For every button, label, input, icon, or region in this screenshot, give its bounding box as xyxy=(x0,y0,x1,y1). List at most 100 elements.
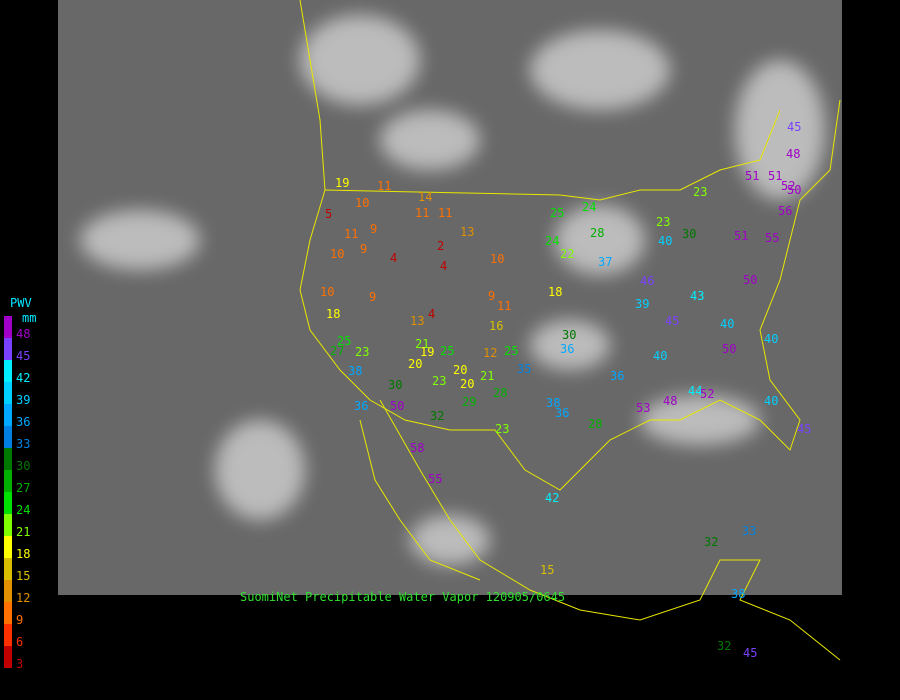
station-value: 9 xyxy=(369,290,376,304)
station-value: 33 xyxy=(742,524,756,538)
station-value: 50 xyxy=(722,342,736,356)
station-value: 36 xyxy=(354,399,368,413)
legend-swatch xyxy=(4,646,12,668)
station-value: 5 xyxy=(325,207,332,221)
station-value: 22 xyxy=(560,247,574,261)
legend-title: PWV xyxy=(10,296,32,310)
station-value: 23 xyxy=(432,374,446,388)
clouds xyxy=(80,15,825,565)
station-value: 38 xyxy=(348,364,362,378)
station-value: 56 xyxy=(778,204,792,218)
station-value: 50 xyxy=(743,273,757,287)
station-value: 44 xyxy=(688,384,702,398)
legend-label: 15 xyxy=(16,569,30,583)
station-value: 29 xyxy=(462,395,476,409)
station-value: 45 xyxy=(743,646,757,660)
legend-swatch xyxy=(4,338,12,360)
station-value: 9 xyxy=(360,242,367,256)
station-value: 46 xyxy=(640,274,654,288)
station-value: 50 xyxy=(390,399,404,413)
station-value: 23 xyxy=(355,345,369,359)
station-value: 38 xyxy=(731,587,745,601)
legend-label: 9 xyxy=(16,613,23,627)
station-value: 25 xyxy=(337,334,351,348)
station-value: 2 xyxy=(437,239,444,253)
legend: 48 45 42 39 36 33 30 27 24 21 18 15 12 9 6 3 xyxy=(4,316,30,671)
legend-label: 24 xyxy=(16,503,30,517)
station-value: 51 xyxy=(745,169,759,183)
station-value: 32 xyxy=(704,535,718,549)
station-value: 4 xyxy=(390,251,397,265)
legend-label: 33 xyxy=(16,437,30,451)
legend-label: 42 xyxy=(16,371,30,385)
station-value: 10 xyxy=(320,285,334,299)
station-value: 20 xyxy=(453,363,467,377)
station-value: 15 xyxy=(540,563,554,577)
station-value: 4 xyxy=(428,307,435,321)
legend-swatch xyxy=(4,624,12,646)
station-value: 11 xyxy=(415,206,429,220)
legend-swatch xyxy=(4,558,12,580)
station-value: 36 xyxy=(560,342,574,356)
station-value: 18 xyxy=(548,285,562,299)
station-value: 39 xyxy=(635,297,649,311)
station-value: 21 xyxy=(480,369,494,383)
station-value: 36 xyxy=(555,406,569,420)
station-value: 23 xyxy=(656,215,670,229)
legend-swatch xyxy=(4,536,12,558)
station-value: 58 xyxy=(410,441,424,455)
legend-label: 18 xyxy=(16,547,30,561)
station-value: 40 xyxy=(764,394,778,408)
station-value: 25 xyxy=(440,344,454,358)
station-value: 9 xyxy=(370,222,377,236)
station-value: 25 xyxy=(504,344,518,358)
station-value: 10 xyxy=(490,252,504,266)
legend-label: 39 xyxy=(16,393,30,407)
legend-swatch xyxy=(4,514,12,536)
station-value: 19 xyxy=(335,176,349,190)
legend-unit: mm xyxy=(22,311,36,325)
station-value: 21 xyxy=(415,337,429,351)
station-value: 20 xyxy=(408,357,422,371)
station-value: 27 xyxy=(330,344,344,358)
station-value: 11 xyxy=(377,179,391,193)
station-value: 50 xyxy=(787,183,801,197)
station-value: 25 xyxy=(550,206,564,220)
borders xyxy=(299,0,841,661)
legend-swatch xyxy=(4,382,12,404)
legend-label: 3 xyxy=(16,657,23,671)
station-value: 48 xyxy=(663,394,677,408)
station-value: 40 xyxy=(653,349,667,363)
station-value: 40 xyxy=(658,234,672,248)
legend-swatch xyxy=(4,316,12,338)
station-value: 51 xyxy=(734,229,748,243)
legend-label: 27 xyxy=(16,481,30,495)
station-value: 52 xyxy=(700,387,714,401)
legend-swatch xyxy=(4,602,12,624)
station-value: 13 xyxy=(460,225,474,239)
station-value: 37 xyxy=(598,255,612,269)
station-value: 20 xyxy=(460,377,474,391)
station-value: 11 xyxy=(497,299,511,313)
legend-swatch xyxy=(4,360,12,382)
station-value: 24 xyxy=(545,234,559,248)
station-value: 28 xyxy=(590,226,604,240)
station-value: 14 xyxy=(418,190,432,204)
station-value: 45 xyxy=(665,314,679,328)
legend-swatch xyxy=(4,404,12,426)
legend-swatch xyxy=(4,492,12,514)
station-value: 35 xyxy=(517,362,531,376)
station-value: 43 xyxy=(690,289,704,303)
station-value: 40 xyxy=(720,317,734,331)
station-value: 32 xyxy=(430,409,444,423)
caption: SuomiNet Precipitable Water Vapor 120905… xyxy=(240,590,565,604)
legend-label: 6 xyxy=(16,635,23,649)
station-value: 11 xyxy=(438,206,452,220)
station-value: 11 xyxy=(344,227,358,241)
legend-swatch xyxy=(4,448,12,470)
station-value: 9 xyxy=(488,289,495,303)
station-value: 18 xyxy=(326,307,340,321)
station-value: 30 xyxy=(562,328,576,342)
